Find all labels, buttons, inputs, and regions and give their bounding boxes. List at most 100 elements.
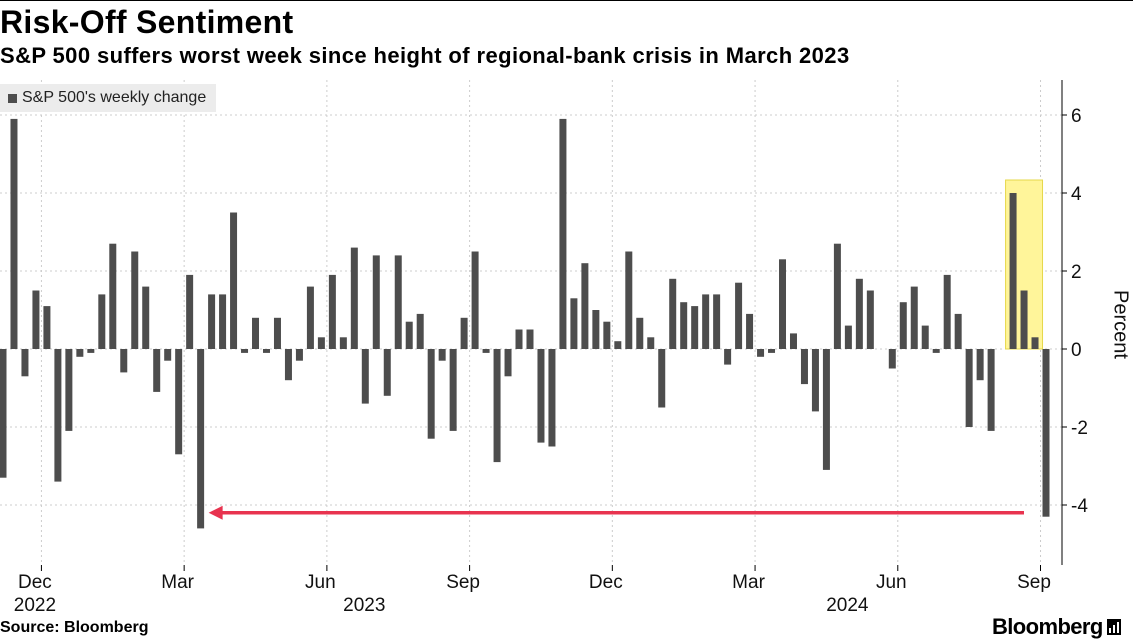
bar xyxy=(273,317,281,349)
bar xyxy=(284,349,292,381)
bar xyxy=(724,349,732,365)
bar xyxy=(295,349,303,361)
bar xyxy=(164,349,172,361)
x-tick-label: Sep xyxy=(446,572,480,593)
bar xyxy=(779,259,787,349)
bar xyxy=(317,337,325,349)
brand-name: Bloomberg xyxy=(992,614,1103,639)
y-tick-label: 0 xyxy=(1071,340,1082,361)
bar xyxy=(625,251,633,349)
bar xyxy=(943,274,951,349)
bar xyxy=(965,349,973,427)
y-tick-label: -2 xyxy=(1071,418,1088,439)
bar xyxy=(515,329,523,349)
bar xyxy=(811,349,819,412)
x-year-label: 2024 xyxy=(826,595,869,616)
bar xyxy=(438,349,446,361)
bar xyxy=(888,349,896,369)
chart-subtitle: S&P 500 suffers worst week since height … xyxy=(0,43,850,68)
bar xyxy=(570,298,578,349)
bar xyxy=(219,294,227,349)
bar xyxy=(746,313,754,349)
chart-title: Risk-Off Sentiment xyxy=(0,4,294,40)
bar xyxy=(526,329,534,349)
bar xyxy=(142,286,150,349)
bar xyxy=(361,349,369,404)
bar xyxy=(866,290,874,349)
bar xyxy=(855,278,863,349)
bar xyxy=(460,317,468,349)
bar xyxy=(350,247,358,349)
bar xyxy=(230,212,238,349)
bar xyxy=(614,341,622,349)
bar xyxy=(899,302,907,349)
bar xyxy=(306,286,314,349)
bar xyxy=(339,337,347,349)
bar xyxy=(416,313,424,349)
bar xyxy=(43,306,51,349)
bar xyxy=(647,337,655,349)
bar xyxy=(493,349,501,463)
x-tick-label: Dec xyxy=(589,572,623,593)
y-tick-label: 4 xyxy=(1071,184,1082,205)
bar xyxy=(954,313,962,349)
bar xyxy=(844,325,852,349)
bar xyxy=(482,349,490,353)
bar xyxy=(131,251,139,349)
bar xyxy=(757,349,765,357)
y-tick-label: 2 xyxy=(1071,262,1082,283)
bar xyxy=(76,349,84,357)
y-tick-label: 6 xyxy=(1071,106,1082,127)
bar xyxy=(328,274,336,349)
arrow-head xyxy=(208,505,223,520)
bar xyxy=(592,310,600,349)
bar xyxy=(262,349,270,353)
y-tick-label: -4 xyxy=(1071,496,1088,517)
bar xyxy=(987,349,995,431)
bar xyxy=(0,349,7,478)
bar xyxy=(537,349,545,443)
bloomberg-logo: Bloomberg xyxy=(992,614,1121,640)
bar xyxy=(669,278,677,349)
source-note: Source: Bloomberg xyxy=(0,619,149,636)
bar xyxy=(1020,290,1028,349)
bar xyxy=(658,349,666,408)
x-tick-label: Dec xyxy=(18,572,52,593)
bar xyxy=(1009,193,1017,349)
bar xyxy=(394,255,402,349)
bar xyxy=(800,349,808,385)
bar xyxy=(153,349,161,392)
bar xyxy=(548,349,556,447)
bar xyxy=(65,349,73,431)
bar xyxy=(702,294,710,349)
bar xyxy=(680,302,688,349)
bar xyxy=(197,349,205,529)
bar xyxy=(427,349,435,439)
bar xyxy=(932,349,940,353)
bar xyxy=(98,294,106,349)
legend-swatch xyxy=(8,93,17,103)
bloomberg-terminal-icon xyxy=(1106,619,1121,635)
bar xyxy=(241,349,249,353)
x-tick-label: Mar xyxy=(732,572,765,593)
bar xyxy=(768,349,776,353)
bar xyxy=(471,251,479,349)
bar xyxy=(559,118,567,350)
x-tick-label: Jun xyxy=(876,572,907,593)
bar xyxy=(186,274,194,349)
bar xyxy=(120,349,128,373)
bar xyxy=(383,349,391,396)
bar xyxy=(1031,337,1039,349)
bars xyxy=(0,118,1050,529)
bar xyxy=(976,349,984,381)
bar xyxy=(603,321,611,349)
bar xyxy=(449,349,457,431)
bar xyxy=(87,349,95,353)
bar xyxy=(32,290,40,349)
bar xyxy=(822,349,830,470)
bar xyxy=(910,286,918,349)
legend-label: S&P 500's weekly change xyxy=(22,89,207,106)
bar xyxy=(691,306,699,349)
bar xyxy=(921,325,929,349)
